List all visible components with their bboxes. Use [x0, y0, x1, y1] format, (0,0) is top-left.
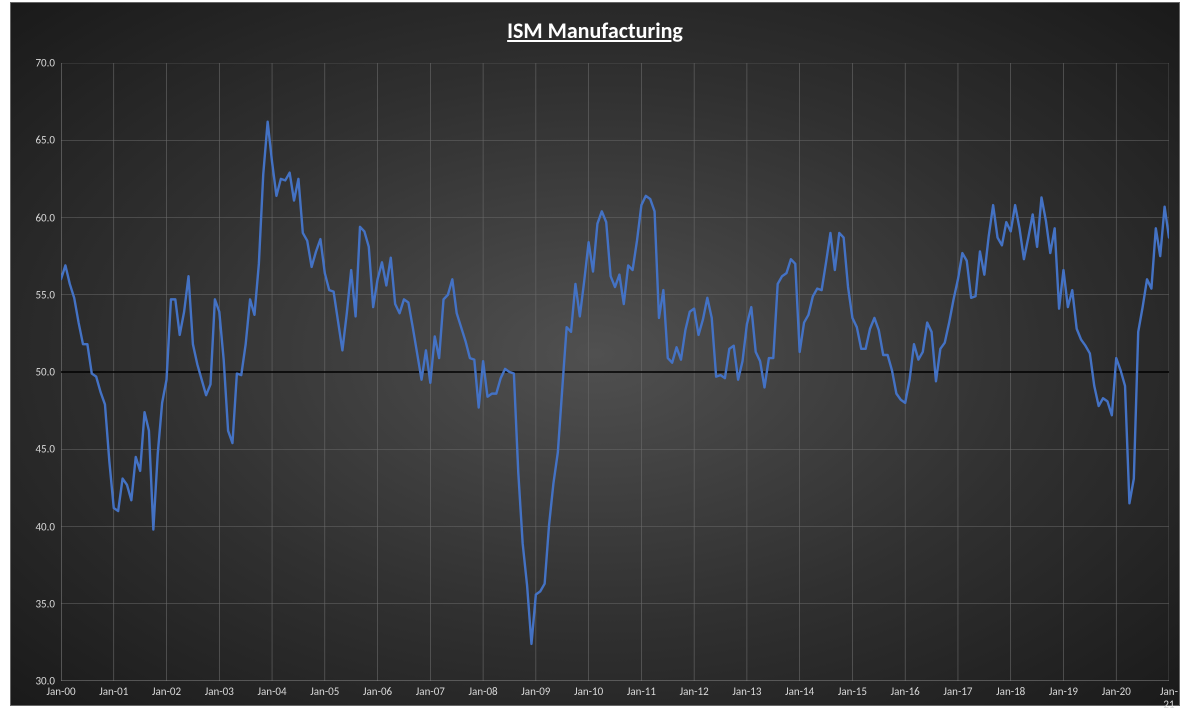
x-tick-label: Jan-02	[152, 685, 181, 698]
x-tick-label: Jan-03	[205, 685, 234, 698]
x-tick-label: Jan-05	[310, 685, 339, 698]
y-tick-label: 50.0	[11, 366, 55, 379]
y-tick-label: 40.0	[11, 520, 55, 533]
y-tick-label: 55.0	[11, 288, 55, 301]
x-tick-label: Jan-10	[574, 685, 603, 698]
y-tick-label: 60.0	[11, 211, 55, 224]
plot-area	[61, 63, 1169, 681]
y-tick-label: 65.0	[11, 134, 55, 147]
x-tick-label: Jan-11	[627, 685, 656, 698]
x-tick-label: Jan-06	[363, 685, 392, 698]
x-tick-label: Jan-17	[943, 685, 972, 698]
x-tick-label: Jan-08	[469, 685, 498, 698]
chart-title: ISM Manufacturing	[11, 17, 1179, 44]
y-tick-label: 35.0	[11, 597, 55, 610]
chart-frame: ISM Manufacturing 30.035.040.045.050.055…	[10, 2, 1180, 706]
x-tick-label: Jan-19	[1049, 685, 1078, 698]
x-tick-label: Jan-14	[785, 685, 814, 698]
x-tick-label: Jan-21	[1160, 685, 1178, 711]
x-tick-label: Jan-04	[258, 685, 287, 698]
x-tick-label: Jan-20	[1102, 685, 1131, 698]
y-tick-label: 70.0	[11, 57, 55, 70]
x-tick-label: Jan-16	[891, 685, 920, 698]
x-tick-label: Jan-01	[99, 685, 128, 698]
x-tick-label: Jan-18	[996, 685, 1025, 698]
x-tick-label: Jan-12	[680, 685, 709, 698]
x-tick-label: Jan-07	[416, 685, 445, 698]
x-tick-label: Jan-15	[838, 685, 867, 698]
x-tick-label: Jan-00	[46, 685, 75, 698]
x-tick-label: Jan-13	[732, 685, 761, 698]
x-tick-label: Jan-09	[521, 685, 550, 698]
y-tick-label: 45.0	[11, 443, 55, 456]
